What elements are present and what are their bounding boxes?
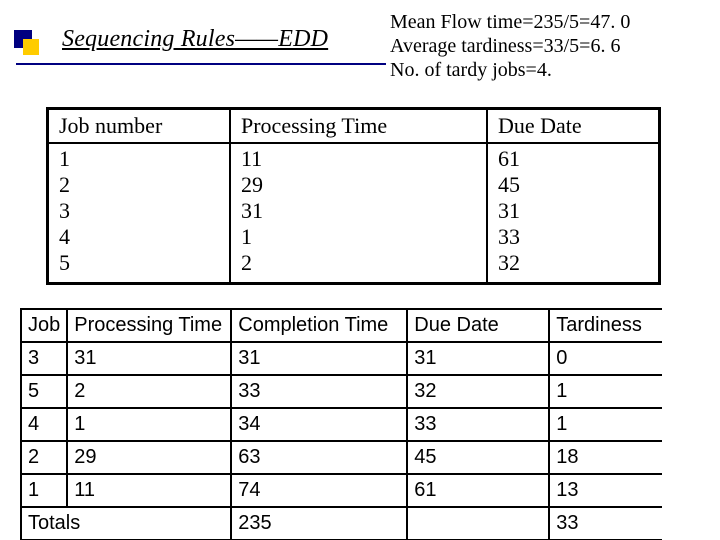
cell-job-numbers: 1 2 3 4 5 <box>48 143 231 283</box>
cell-dd: 32 <box>407 375 549 408</box>
cell-pt: 31 <box>67 342 231 375</box>
table-header-row: Job number Processing Time Due Date <box>48 109 660 144</box>
cell-ct: 31 <box>231 342 407 375</box>
table-header-row: Job Processing Time Completion Time Due … <box>21 309 662 342</box>
table-row: 2 29 63 45 18 <box>21 441 662 474</box>
col-due-date: Due Date <box>407 309 549 342</box>
cell-tard: 18 <box>549 441 662 474</box>
col-completion-time: Completion Time <box>231 309 407 342</box>
cell-dd: 61 <box>407 474 549 507</box>
col-job-number: Job number <box>48 109 231 144</box>
cell-tard: 0 <box>549 342 662 375</box>
input-jobs-table: Job number Processing Time Due Date 1 2 … <box>46 107 661 285</box>
cell-pt: 11 <box>67 474 231 507</box>
cell-ct: 34 <box>231 408 407 441</box>
table-row: 5 2 33 32 1 <box>21 375 662 408</box>
bullet-decoration <box>14 30 32 48</box>
stat-mean-flow: Mean Flow time=235/5=47. 0 <box>390 10 630 34</box>
cell-tard: 1 <box>549 375 662 408</box>
cell-job: 4 <box>21 408 67 441</box>
stats-block: Mean Flow time=235/5=47. 0 Average tardi… <box>390 10 630 82</box>
col-job: Job <box>21 309 67 342</box>
cell-ct: 63 <box>231 441 407 474</box>
cell-job: 1 <box>21 474 67 507</box>
cell-dd: 33 <box>407 408 549 441</box>
cell-totals-tard: 33 <box>549 507 662 540</box>
cell-tard: 1 <box>549 408 662 441</box>
cell-totals-blank <box>407 507 549 540</box>
col-due-date: Due Date <box>487 109 660 144</box>
table-totals-row: Totals 235 33 <box>21 507 662 540</box>
cell-totals-label: Totals <box>21 507 231 540</box>
cell-pt: 29 <box>67 441 231 474</box>
cell-pt: 2 <box>67 375 231 408</box>
col-tardiness: Tardiness <box>549 309 662 342</box>
stat-num-tardy: No. of tardy jobs=4. <box>390 58 630 82</box>
stat-avg-tardiness: Average tardiness=33/5=6. 6 <box>390 34 630 58</box>
cell-ct: 33 <box>231 375 407 408</box>
cell-job: 2 <box>21 441 67 474</box>
cell-processing-times: 11 29 31 1 2 <box>230 143 487 283</box>
slide-title: Sequencing Rules——EDD <box>62 26 328 53</box>
table-row: 4 1 34 33 1 <box>21 408 662 441</box>
cell-job: 3 <box>21 342 67 375</box>
cell-pt: 1 <box>67 408 231 441</box>
sequenced-jobs-table: Job Processing Time Completion Time Due … <box>20 308 662 540</box>
cell-totals-ct: 235 <box>231 507 407 540</box>
table-row: 1 11 74 61 13 <box>21 474 662 507</box>
cell-ct: 74 <box>231 474 407 507</box>
slide: Sequencing Rules——EDD Mean Flow time=235… <box>0 0 720 540</box>
table-row: 3 31 31 31 0 <box>21 342 662 375</box>
cell-dd: 45 <box>407 441 549 474</box>
col-processing-time: Processing Time <box>230 109 487 144</box>
col-processing-time: Processing Time <box>67 309 231 342</box>
cell-due-dates: 61 45 31 33 32 <box>487 143 660 283</box>
title-underline <box>16 63 386 65</box>
cell-tard: 13 <box>549 474 662 507</box>
cell-dd: 31 <box>407 342 549 375</box>
cell-job: 5 <box>21 375 67 408</box>
table-body-row: 1 2 3 4 5 11 29 31 1 2 61 45 31 33 32 <box>48 143 660 283</box>
